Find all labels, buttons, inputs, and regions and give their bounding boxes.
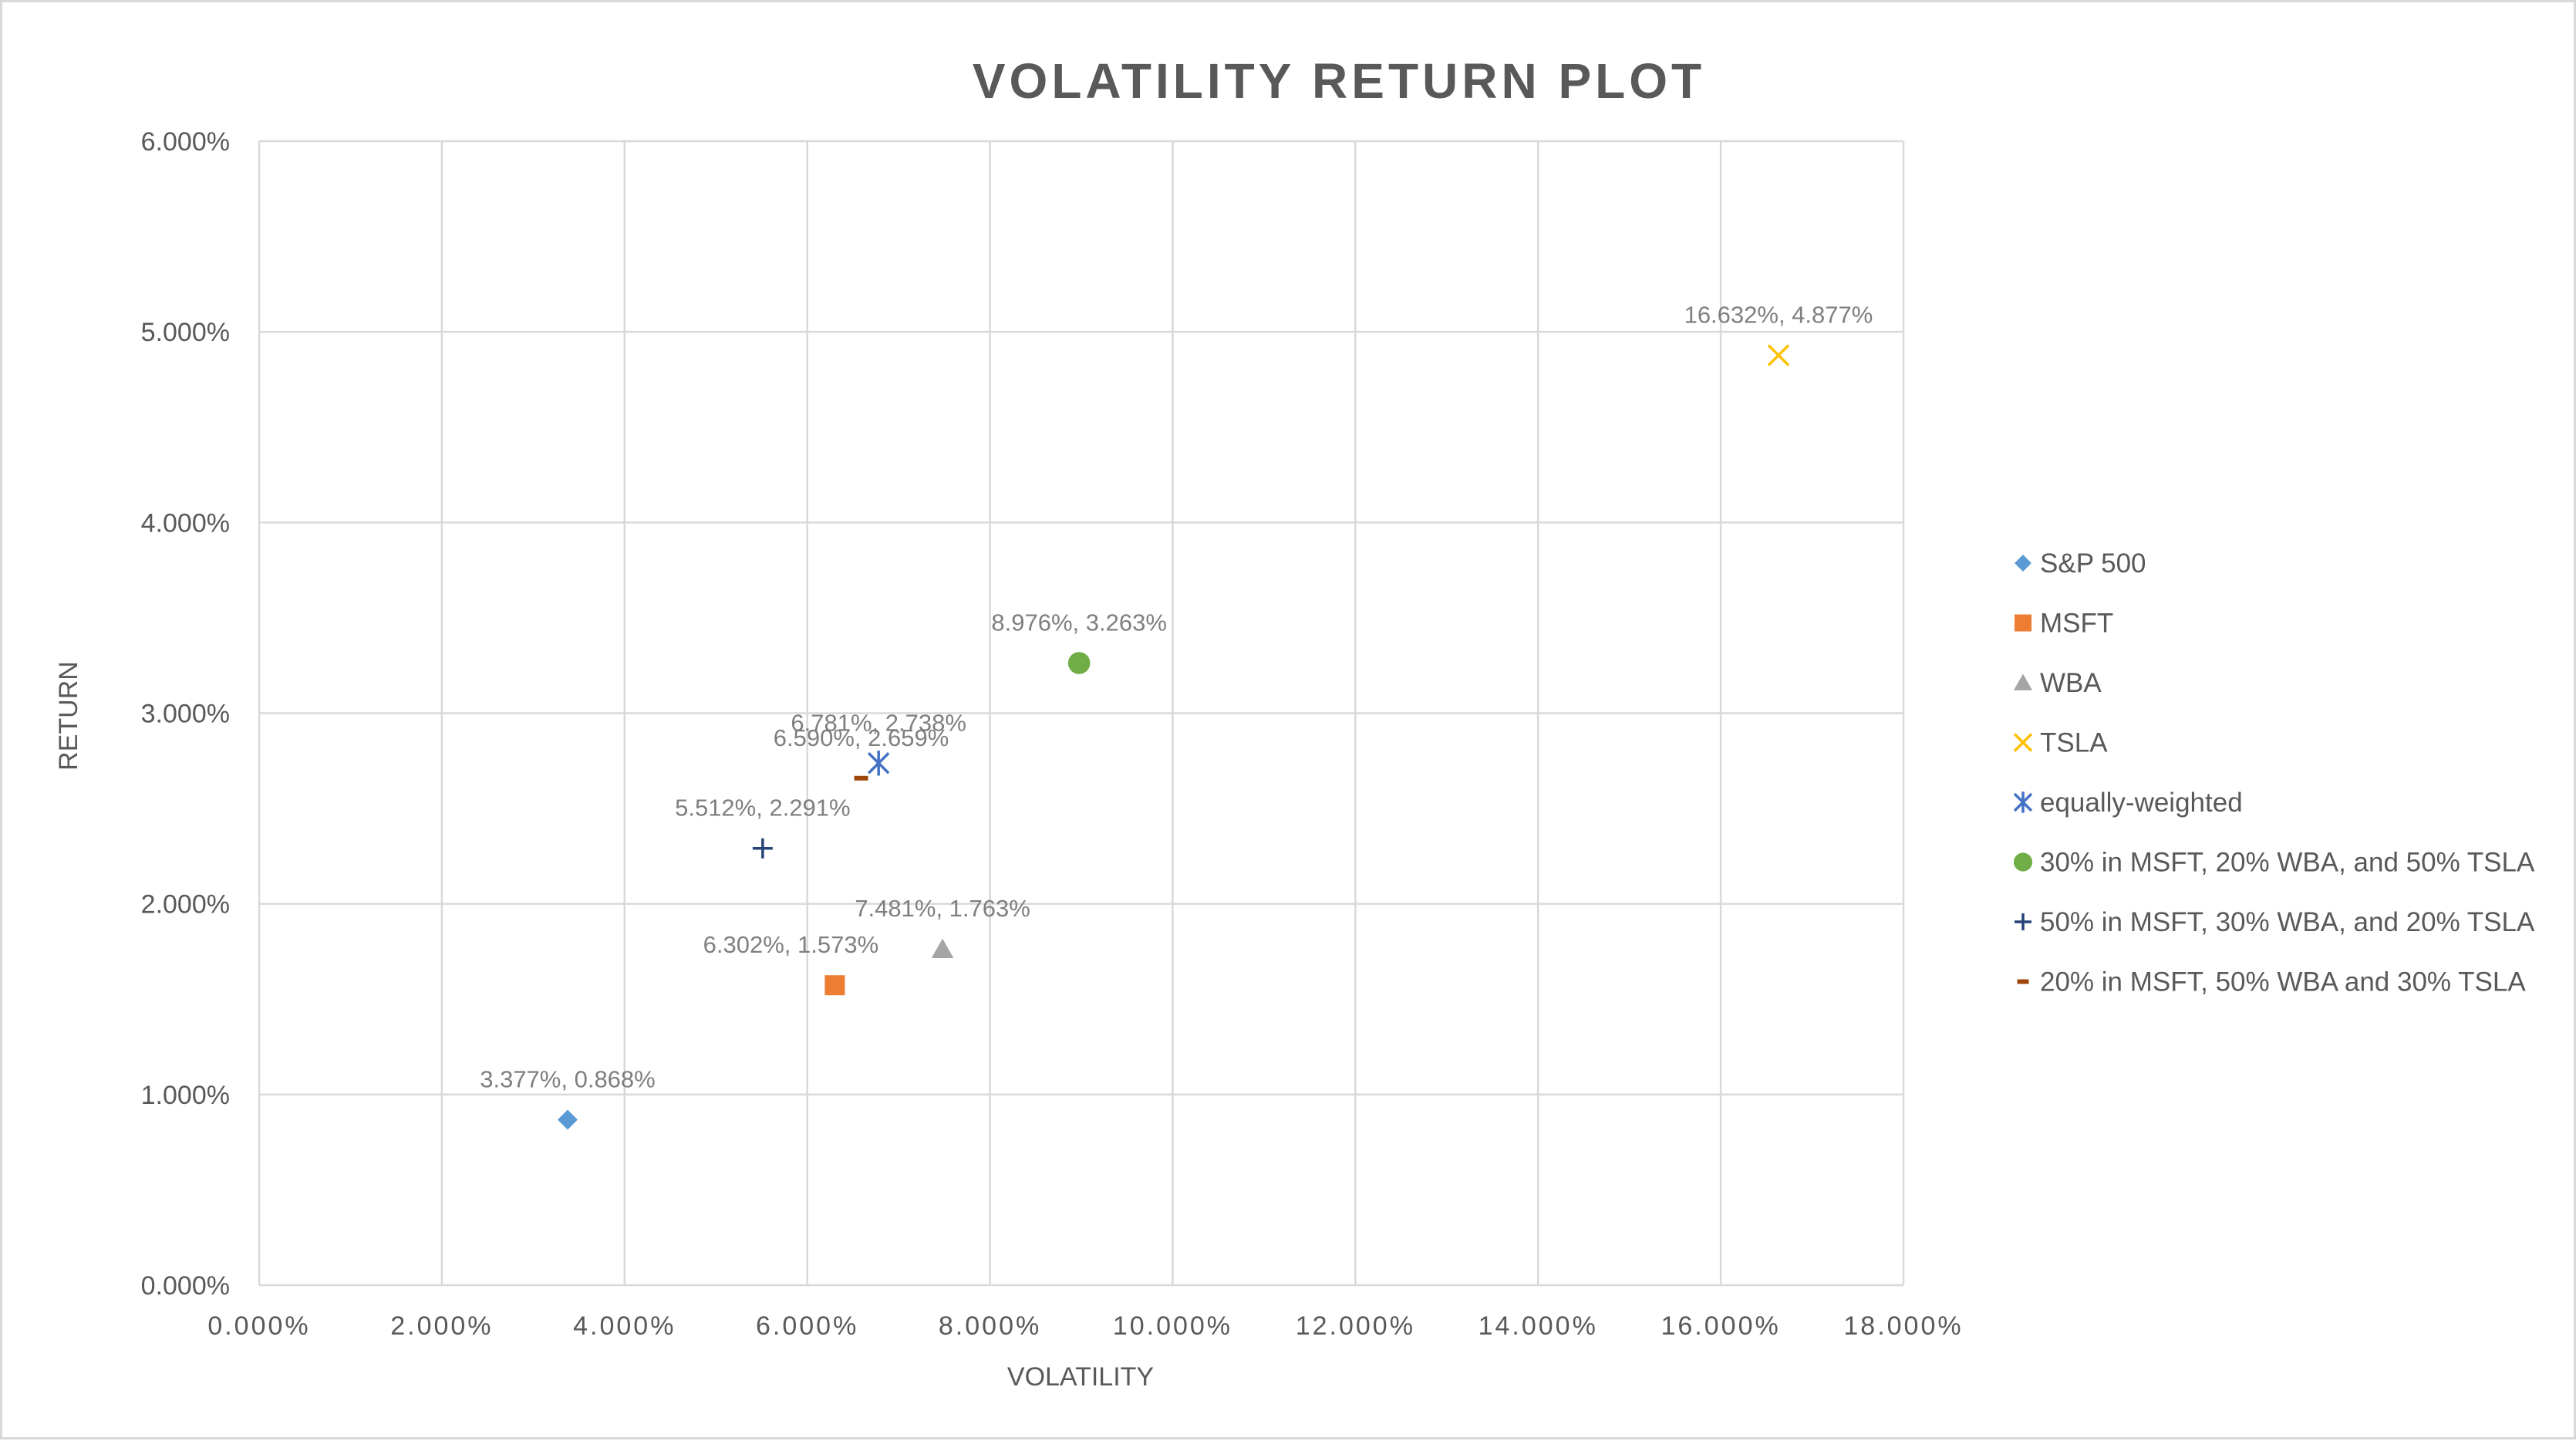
point-circle-marker — [1067, 652, 1091, 674]
data-label: 6.302%, 1.573% — [703, 931, 879, 958]
legend-label: S&P 500 — [2040, 548, 2146, 579]
y-axis-ticks: 0.000% 1.000% 2.000% 3.000% 4.000% 5.000% 6.00… — [141, 127, 230, 1301]
data-label: 16.632%, 4.877% — [1684, 302, 1873, 329]
legend-marker — [2013, 791, 2033, 813]
legend-label: 20% in MSFT, 50% WBA and 30% TSLA — [2040, 967, 2526, 997]
y-tick-label: 1.000% — [141, 1081, 230, 1110]
y-axis-title: RETURN — [54, 661, 83, 771]
legend-marker — [2015, 555, 2031, 572]
data-label: 8.976%, 3.263% — [991, 609, 1167, 636]
legend-label: MSFT — [2040, 609, 2113, 639]
legend-label: WBA — [2040, 668, 2102, 698]
x-tick-label: 16.000% — [1661, 1311, 1780, 1341]
legend: S&P 500 MSFT WBA TSLA equally-weighted 30% in… — [2013, 548, 2535, 997]
x-axis-title: VOLATILITY — [1007, 1362, 1154, 1392]
x-tick-label: 2.000% — [390, 1311, 493, 1341]
point-x-marker — [1767, 344, 1790, 366]
x-tick-label: 14.000% — [1479, 1311, 1598, 1341]
data-points — [557, 344, 1790, 1130]
x-tick-label: 10.000% — [1113, 1311, 1232, 1341]
x-tick-label: 6.000% — [756, 1311, 858, 1341]
data-label: 6.590%, 2.659% — [774, 724, 949, 751]
legend-marker — [2015, 913, 2031, 930]
x-tick-label: 0.000% — [207, 1311, 310, 1341]
gridlines — [258, 140, 1905, 1287]
legend-marker — [2013, 673, 2033, 690]
y-tick-label: 6.000% — [141, 127, 230, 157]
point-diamond-marker — [557, 1109, 578, 1130]
point-square-marker — [824, 975, 845, 996]
x-tick-label: 8.000% — [939, 1311, 1041, 1341]
point-star-marker — [867, 751, 890, 776]
point-dash-marker — [854, 775, 868, 781]
legend-label: 30% in MSFT, 20% WBA, and 50% TSLA — [2040, 848, 2535, 878]
x-tick-label: 12.000% — [1296, 1311, 1415, 1341]
x-tick-label: 4.000% — [573, 1311, 676, 1341]
y-tick-label: 3.000% — [141, 700, 230, 729]
legend-marker — [2015, 614, 2031, 632]
legend-marker — [2013, 733, 2033, 752]
x-axis-ticks: 0.000% 2.000% 4.000% 6.000% 8.000% 10.000% 12.… — [207, 1311, 1963, 1341]
x-tick-label: 18.000% — [1843, 1311, 1963, 1341]
legend-label: 50% in MSFT, 30% WBA, and 20% TSLA — [2040, 907, 2535, 937]
data-label: 5.512%, 2.291% — [675, 795, 851, 822]
legend-label: equally-weighted — [2040, 788, 2243, 818]
y-tick-label: 4.000% — [141, 508, 230, 538]
y-tick-label: 2.000% — [141, 890, 230, 920]
legend-label: TSLA — [2040, 728, 2108, 758]
data-label: 7.481%, 1.763% — [855, 895, 1030, 922]
legend-marker — [2013, 852, 2033, 872]
point-plus-marker — [752, 838, 773, 859]
data-label: 6.781%, 2.738% — [791, 709, 966, 736]
y-tick-label: 5.000% — [141, 318, 230, 347]
point-triangle-marker — [931, 938, 954, 958]
legend-marker — [2017, 979, 2029, 984]
chart-title: VOLATILITY RETURN PLOT — [973, 53, 1705, 109]
data-labels: 3.377%, 0.868% 6.302%, 1.573% 7.481%, 1.76… — [480, 302, 1873, 1093]
data-label: 3.377%, 0.868% — [480, 1065, 656, 1092]
y-tick-label: 0.000% — [141, 1271, 230, 1301]
